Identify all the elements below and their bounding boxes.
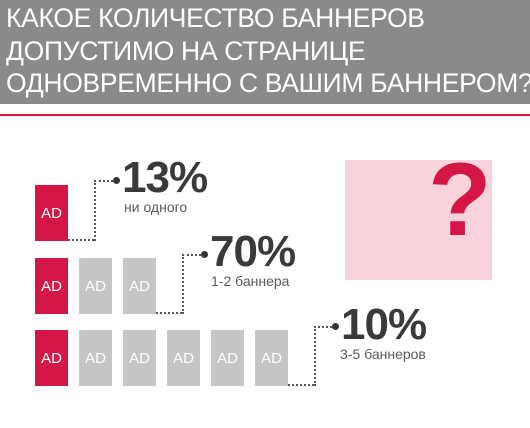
other-ad-block-2-4: AD [211, 330, 244, 386]
connector-dot-0 [113, 177, 120, 184]
connector-vertical-1 [182, 254, 184, 314]
title-divider [0, 114, 530, 116]
value-label-1: 70% [210, 227, 296, 276]
connector-dot-2 [332, 323, 339, 330]
connector-top-0 [94, 180, 113, 182]
connector-top-2 [314, 326, 332, 328]
own-ad-block-2-0: AD [35, 330, 68, 386]
connector-vertical-0 [94, 180, 96, 241]
value-label-2: 10% [341, 300, 427, 349]
connector-bottom-0 [68, 239, 94, 241]
other-ad-block-2-3: AD [167, 330, 200, 386]
category-label-1: 1-2 баннера [211, 273, 290, 289]
title-line-2: ДОПУСТИМО НА СТРАНИЦЕ [6, 36, 366, 66]
value-label-0: 13% [122, 153, 208, 202]
other-ad-block-2-2: AD [123, 330, 156, 386]
other-ad-block-2-5: AD [255, 330, 288, 386]
connector-vertical-2 [314, 326, 316, 386]
category-label-0: ни одного [124, 199, 188, 215]
other-ad-block-1-1: AD [79, 258, 112, 314]
other-ad-block-2-1: AD [79, 330, 112, 386]
title-line-3: ОДНОВРЕМЕННО С ВАШИМ БАННЕРОМ? [6, 68, 530, 98]
question-mark-icon: ? [428, 142, 492, 258]
other-ad-block-1-2: AD [123, 258, 156, 314]
connector-bottom-1 [156, 312, 182, 314]
connector-dot-1 [201, 251, 208, 258]
title-line-1: КАКОЕ КОЛИЧЕСТВО БАННЕРОВ [6, 3, 425, 33]
own-ad-block-1-0: AD [35, 258, 68, 314]
title-band: КАКОЕ КОЛИЧЕСТВО БАННЕРОВ ДОПУСТИМО НА С… [0, 0, 530, 104]
connector-bottom-2 [288, 384, 314, 386]
unsure-box [345, 160, 492, 280]
connector-top-1 [182, 254, 201, 256]
own-ad-block-0-0: AD [35, 185, 68, 241]
category-label-2: 3-5 баннеров [340, 346, 426, 362]
